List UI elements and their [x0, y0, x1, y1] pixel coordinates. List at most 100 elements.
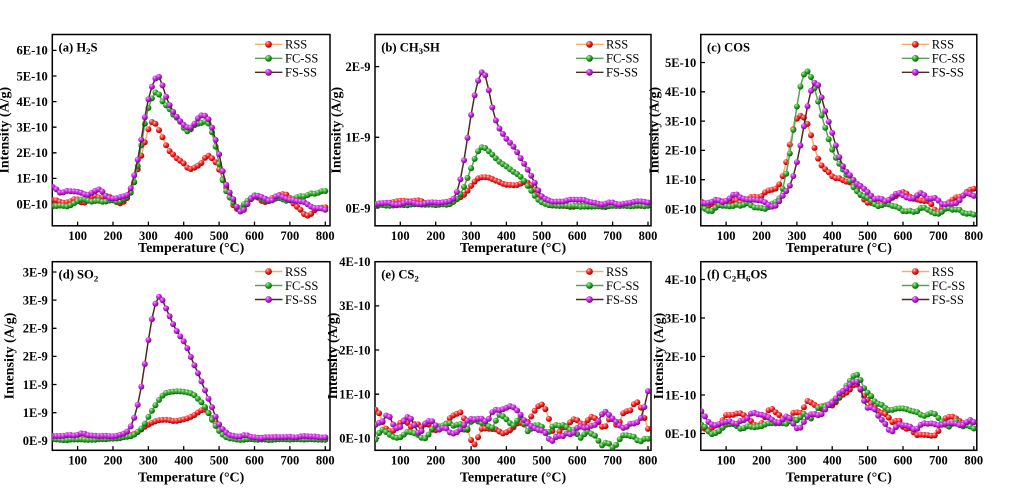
svg-text:300: 300 [462, 229, 481, 243]
svg-text:FC-SS: FC-SS [606, 279, 639, 293]
svg-text:500: 500 [858, 454, 877, 468]
svg-text:5E-10: 5E-10 [665, 56, 696, 70]
svg-text:Temperature (°C): Temperature (°C) [786, 241, 893, 256]
svg-text:(b) CH3​SH: (b) CH3​SH [381, 40, 440, 56]
svg-text:200: 200 [426, 454, 445, 468]
svg-text:(e) CS2​: (e) CS2​ [381, 268, 419, 284]
svg-text:800: 800 [316, 229, 335, 243]
svg-text:400: 400 [823, 454, 842, 468]
svg-text:2E-9: 2E-9 [23, 350, 48, 364]
svg-text:1E-9: 1E-9 [346, 131, 371, 145]
svg-text:2E-10: 2E-10 [17, 146, 48, 160]
svg-text:300: 300 [788, 454, 807, 468]
svg-text:500: 500 [532, 454, 551, 468]
svg-text:1E-10: 1E-10 [17, 172, 48, 186]
svg-text:2E-9: 2E-9 [23, 322, 48, 336]
svg-text:(c) COS: (c) COS [707, 40, 750, 54]
svg-text:200: 200 [752, 454, 771, 468]
svg-text:600: 600 [568, 229, 587, 243]
svg-text:Temperature (°C): Temperature (°C) [138, 241, 245, 256]
svg-text:700: 700 [603, 454, 622, 468]
svg-text:2E-10: 2E-10 [665, 144, 696, 158]
svg-text:FS-SS: FS-SS [606, 293, 638, 307]
svg-text:700: 700 [603, 229, 622, 243]
svg-text:Temperature (°C): Temperature (°C) [460, 471, 567, 486]
svg-text:700: 700 [281, 229, 300, 243]
svg-text:800: 800 [964, 229, 983, 243]
svg-text:(a) H2​S: (a) H2​S [59, 40, 98, 56]
svg-text:FS-SS: FS-SS [285, 66, 317, 80]
svg-text:0E-10: 0E-10 [665, 202, 696, 216]
svg-text:0E-10: 0E-10 [665, 427, 696, 441]
svg-text:400: 400 [497, 454, 516, 468]
svg-text:FC-SS: FC-SS [285, 279, 318, 293]
svg-text:0E-9: 0E-9 [23, 434, 48, 448]
svg-text:700: 700 [281, 454, 300, 468]
svg-text:200: 200 [104, 229, 123, 243]
svg-text:100: 100 [717, 229, 736, 243]
svg-text:Intensity (A/g): Intensity (A/g) [329, 87, 344, 174]
svg-text:Intensity (A/g): Intensity (A/g) [648, 87, 663, 174]
svg-text:FS-SS: FS-SS [285, 293, 317, 307]
svg-text:300: 300 [139, 229, 158, 243]
svg-text:3E-9: 3E-9 [23, 293, 48, 307]
svg-text:600: 600 [894, 229, 913, 243]
svg-text:100: 100 [391, 229, 410, 243]
svg-text:100: 100 [68, 454, 87, 468]
svg-text:Intensity (A/g): Intensity (A/g) [326, 312, 341, 399]
svg-text:400: 400 [497, 229, 516, 243]
svg-text:5E-10: 5E-10 [17, 69, 48, 83]
svg-text:0E-9: 0E-9 [346, 201, 371, 215]
svg-text:700: 700 [929, 229, 948, 243]
svg-text:600: 600 [245, 229, 264, 243]
svg-text:400: 400 [823, 229, 842, 243]
svg-text:800: 800 [316, 454, 335, 468]
svg-text:500: 500 [210, 229, 229, 243]
svg-text:FS-SS: FS-SS [606, 66, 638, 80]
svg-text:400: 400 [174, 454, 193, 468]
svg-text:4E-10: 4E-10 [665, 273, 696, 287]
svg-text:RSS: RSS [606, 265, 628, 279]
svg-text:3E-10: 3E-10 [17, 121, 48, 135]
svg-text:3E-10: 3E-10 [665, 311, 696, 325]
svg-text:1E-10: 1E-10 [665, 173, 696, 187]
svg-text:100: 100 [68, 229, 87, 243]
svg-text:1E-10: 1E-10 [339, 388, 370, 402]
svg-text:700: 700 [929, 454, 948, 468]
svg-text:400: 400 [174, 229, 193, 243]
svg-text:600: 600 [568, 454, 587, 468]
svg-text:FS-SS: FS-SS [932, 66, 964, 80]
svg-text:0E-10: 0E-10 [17, 197, 48, 211]
svg-text:RSS: RSS [932, 38, 954, 52]
svg-text:100: 100 [391, 454, 410, 468]
svg-text:RSS: RSS [932, 265, 954, 279]
svg-text:Intensity (A/g): Intensity (A/g) [652, 312, 667, 399]
svg-text:3E-10: 3E-10 [665, 114, 696, 128]
svg-text:0E-10: 0E-10 [339, 432, 370, 446]
svg-text:2E-9: 2E-9 [346, 60, 371, 74]
svg-text:800: 800 [639, 454, 658, 468]
svg-text:500: 500 [532, 229, 551, 243]
svg-text:2E-10: 2E-10 [665, 350, 696, 364]
svg-text:RSS: RSS [285, 38, 307, 52]
svg-text:300: 300 [139, 454, 158, 468]
svg-text:300: 300 [788, 229, 807, 243]
svg-text:4E-10: 4E-10 [17, 95, 48, 109]
svg-text:(f) C2​H6​OS: (f) C2​H6​OS [707, 268, 767, 284]
svg-text:600: 600 [894, 454, 913, 468]
svg-text:RSS: RSS [285, 265, 307, 279]
svg-text:FC-SS: FC-SS [606, 52, 639, 66]
svg-text:Intensity (A/g): Intensity (A/g) [3, 312, 18, 399]
svg-text:600: 600 [245, 454, 264, 468]
svg-text:FC-SS: FC-SS [932, 52, 965, 66]
svg-text:Temperature (°C): Temperature (°C) [786, 471, 893, 486]
svg-text:(d) SO2​: (d) SO2​ [59, 268, 99, 284]
svg-text:RSS: RSS [606, 38, 628, 52]
svg-text:Intensity (A/g): Intensity (A/g) [0, 87, 13, 174]
svg-text:FC-SS: FC-SS [932, 279, 965, 293]
svg-text:FC-SS: FC-SS [285, 52, 318, 66]
svg-text:200: 200 [104, 454, 123, 468]
svg-text:Temperature (°C): Temperature (°C) [138, 471, 245, 486]
svg-text:1E-9: 1E-9 [23, 406, 48, 420]
svg-text:200: 200 [426, 229, 445, 243]
